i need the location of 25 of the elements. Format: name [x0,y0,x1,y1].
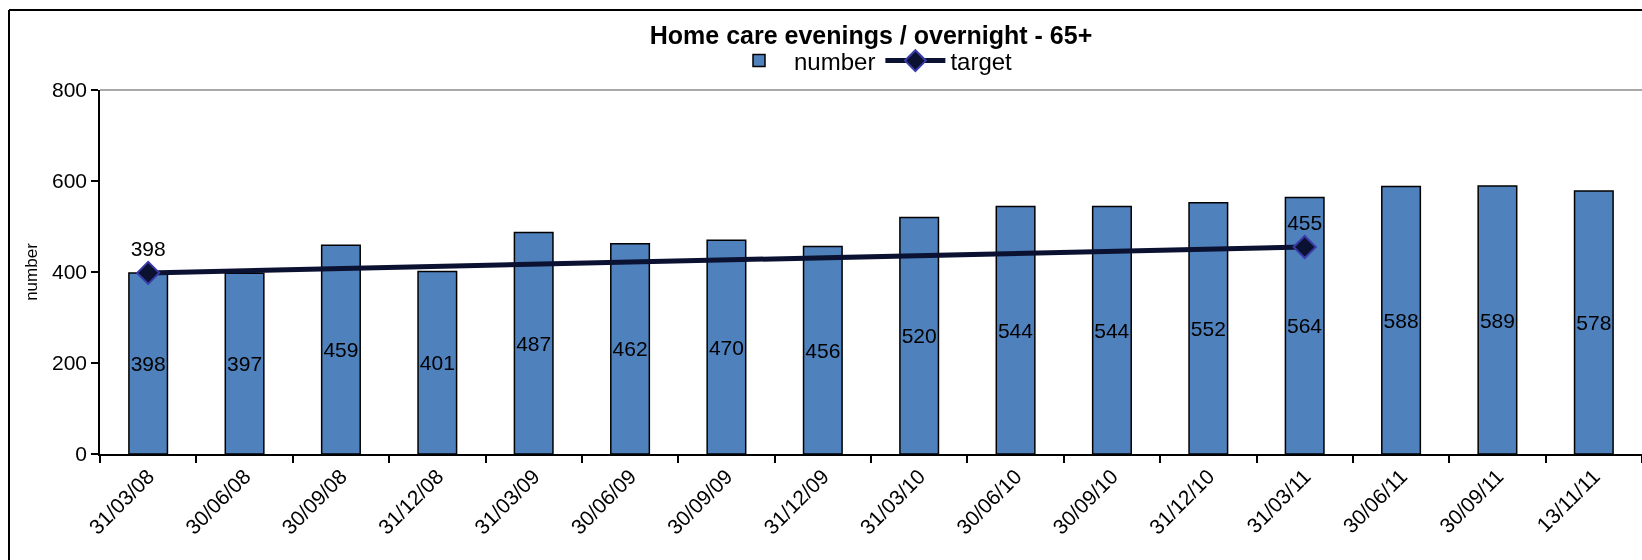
y-axis-title: number [22,242,42,301]
data-label: 459 [323,338,359,362]
data-label: 487 [516,331,552,355]
data-label: 564 [1287,314,1323,338]
y-tick-label: 800 [52,78,88,102]
data-label: 588 [1383,308,1419,332]
data-label: 544 [1094,318,1130,342]
y-tick-label: 400 [52,260,88,284]
data-label: 397 [227,352,263,376]
data-label: 456 [805,338,841,362]
data-label: 462 [612,337,648,361]
data-label: 398 [130,237,166,261]
data-label: 398 [130,351,166,375]
chart-title: Home care evenings / overnight - 65+ [649,20,1093,49]
data-label: 544 [997,318,1034,342]
data-label: 552 [1190,316,1226,340]
data-label: 578 [1576,311,1612,335]
data-label: 401 [419,351,455,375]
data-label: 470 [708,335,744,359]
data-label: 520 [901,324,937,348]
y-tick-label: 600 [52,169,88,193]
y-tick-label: 0 [75,442,88,466]
data-label: 455 [1287,211,1323,235]
y-tick-label: 200 [52,351,88,375]
data-label: 589 [1479,308,1515,332]
